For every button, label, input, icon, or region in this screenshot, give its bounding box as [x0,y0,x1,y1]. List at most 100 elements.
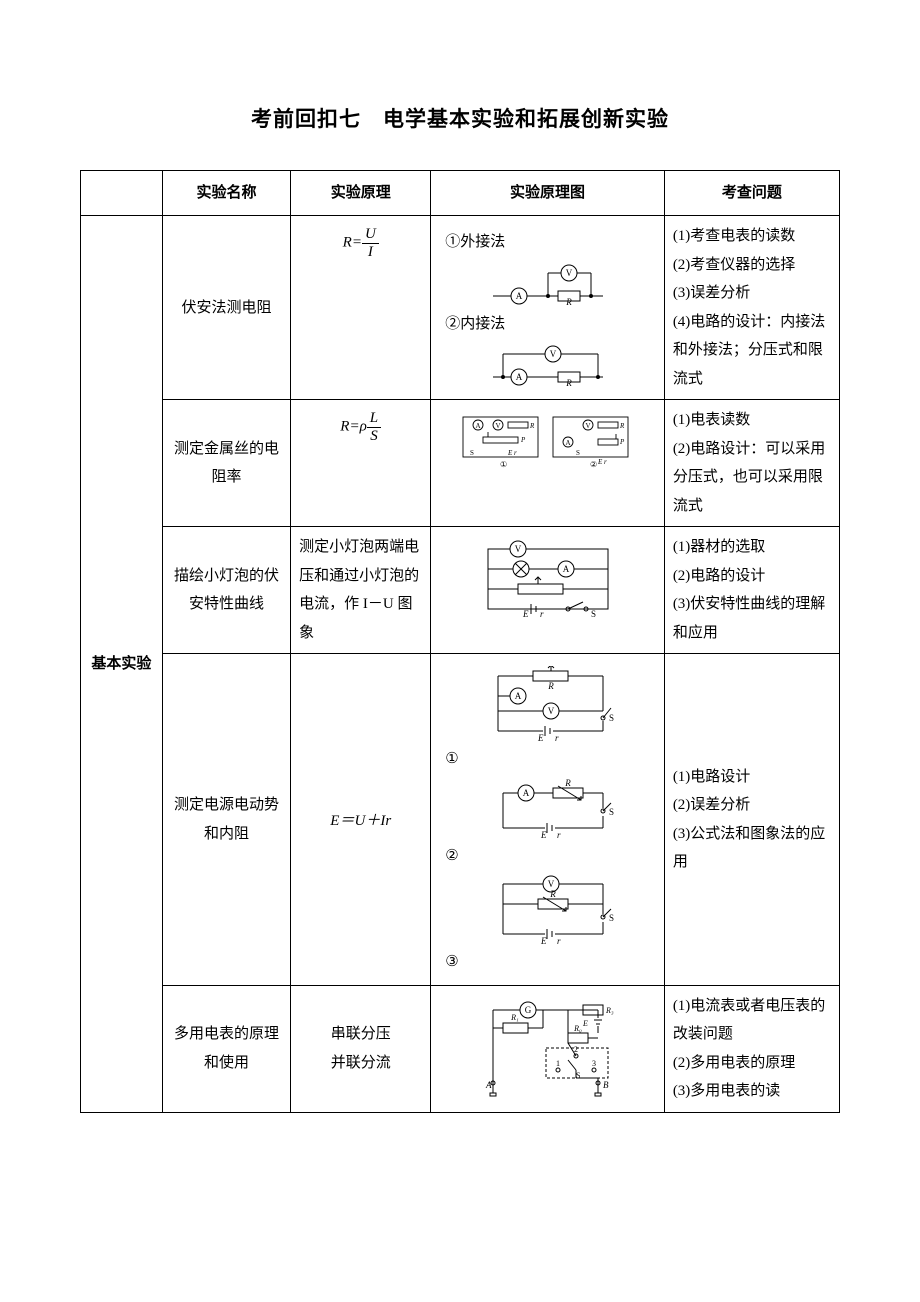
svg-text:A: A [485,1080,492,1090]
issue-item: (3)伏安特性曲线的理解和应用 [673,590,831,647]
svg-text:1: 1 [556,1059,560,1068]
svg-text:A: A [522,788,529,798]
svg-text:E: E [540,830,547,838]
svg-text:E: E [540,936,547,944]
table-row: 多用电表的原理和使用 串联分压 并联分流 G R₁ R₃ E [81,985,840,1112]
svg-text:R₁: R₁ [510,1013,519,1022]
issue-item: (1)器材的选取 [673,533,831,562]
diagram-num: ① [445,745,465,774]
svg-text:A: A [565,439,570,447]
svg-text:P: P [619,438,625,446]
exp-issues: (1)电表读数 (2)电路设计：可以采用分压式，也可以采用限流式 [664,400,839,527]
issue-item: (2)电路设计：可以采用分压式，也可以采用限流式 [673,435,831,521]
svg-text:R₃: R₃ [605,1006,614,1015]
emf-circuit-3-icon: V R S Er [473,874,623,944]
table-row: 描绘小灯泡的伏安特性曲线 测定小灯泡两端电压和通过小灯泡的电流，作 I－U 图象… [81,527,840,654]
svg-text:B: B [603,1080,609,1090]
svg-text:r: r [557,936,561,944]
svg-text:S: S [609,913,614,923]
exp-issues: (1)电流表或者电压表的改装问题 (2)多用电表的原理 (3)多用电表的读 [664,985,839,1112]
exp-principle: E＝U＋Ir [291,654,431,986]
svg-text:E: E [582,1019,588,1028]
exp-principle: 串联分压 并联分流 [291,985,431,1112]
svg-text:S: S [609,713,614,723]
svg-text:r: r [555,733,559,741]
resistivity-circuit-icon: A V R P S ① E r V R A P S ② E r [458,412,638,472]
group-label: 基本实验 [81,216,163,1113]
svg-text:①: ① [500,460,507,469]
exp-principle: R=ρLS [291,400,431,527]
svg-text:E: E [537,733,544,741]
svg-text:V: V [585,422,590,430]
issue-item: (4)电路的设计：内接法和外接法；分压式和限流式 [673,308,831,394]
exp-issues: (1)电路设计 (2)误差分析 (3)公式法和图象法的应用 [664,654,839,986]
exp-principle: 测定小灯泡两端电压和通过小灯泡的电流，作 I－U 图象 [291,527,431,654]
th-principle: 实验原理 [291,170,431,216]
experiments-table: 实验名称 实验原理 实验原理图 考查问题 基本实验 伏安法测电阻 R=UI ①外… [80,170,840,1113]
exp-name: 测定金属丝的电阻率 [162,400,290,527]
svg-text:A: A [562,564,569,574]
exp-diagram: V A E r S [431,527,665,654]
issue-item: (1)电表读数 [673,406,831,435]
svg-text:V: V [549,349,556,359]
exp-name: 测定电源电动势和内阻 [162,654,290,986]
table-header-row: 实验名称 实验原理 实验原理图 考查问题 [81,170,840,216]
exp-name: 描绘小灯泡的伏安特性曲线 [162,527,290,654]
svg-text:E r: E r [597,458,607,466]
svg-text:A: A [515,291,522,301]
diagram-num: ③ [445,948,465,977]
exp-diagram: R A V S Er ① A [431,654,665,986]
issue-item: (2)多用电表的原理 [673,1049,831,1078]
issue-item: (3)公式法和图象法的应用 [673,820,831,877]
svg-text:R: R [565,297,572,306]
exp-diagram: ①外接法 A V R ②内接法 [431,216,665,400]
svg-text:V: V [495,422,500,430]
issue-item: (3)多用电表的读 [673,1077,831,1106]
diagram-label: ②内接法 [435,310,660,339]
svg-text:E: E [522,609,529,619]
svg-text:S: S [576,449,580,457]
svg-text:A: A [514,691,521,701]
svg-text:G: G [524,1005,531,1015]
exp-principle: R=UI [291,216,431,400]
th-name: 实验名称 [162,170,290,216]
svg-text:R: R [619,422,625,430]
lamp-circuit-icon: V A E r S [473,539,623,619]
svg-text:S: S [470,449,474,457]
table-row: 测定金属丝的电阻率 R=ρLS A V R P S ① E r V R [81,400,840,527]
svg-text:V: V [547,879,554,889]
th-issues: 考查问题 [664,170,839,216]
svg-text:②: ② [590,460,597,469]
svg-text:R: R [564,778,571,788]
issue-item: (2)考查仪器的选择 [673,251,831,280]
exp-diagram: A V R P S ① E r V R A P S ② E r [431,400,665,527]
svg-text:R: R [547,681,554,691]
table-row: 测定电源电动势和内阻 E＝U＋Ir R A V S Er [81,654,840,986]
svg-text:P: P [520,436,526,444]
th-diagram: 实验原理图 [431,170,665,216]
emf-circuit-2-icon: A R S Er [473,778,623,838]
svg-text:3: 3 [592,1059,596,1068]
circuit-internal-icon: A R V [483,342,613,387]
issue-item: (1)电路设计 [673,763,831,792]
exp-name: 伏安法测电阻 [162,216,290,400]
svg-text:R: R [549,889,556,899]
exp-issues: (1)考查电表的读数 (2)考查仪器的选择 (3)误差分析 (4)电路的设计：内… [664,216,839,400]
svg-text:R₀: R₀ [573,1024,582,1033]
exp-issues: (1)器材的选取 (2)电路的设计 (3)伏安特性曲线的理解和应用 [664,527,839,654]
svg-text:S: S [576,1071,580,1080]
svg-text:A: A [515,372,522,382]
multimeter-circuit-icon: G R₁ R₃ E R₀ 1 [468,998,628,1098]
table-row: 基本实验 伏安法测电阻 R=UI ①外接法 A V R [81,216,840,400]
svg-text:V: V [514,544,521,554]
issue-item: (1)考查电表的读数 [673,222,831,251]
svg-text:2: 2 [574,1045,578,1054]
svg-text:S: S [609,807,614,817]
emf-circuit-1-icon: R A V S Er [473,666,623,741]
circuit-external-icon: A V R [483,261,613,306]
th-blank [81,170,163,216]
exp-name: 多用电表的原理和使用 [162,985,290,1112]
exp-diagram: G R₁ R₃ E R₀ 1 [431,985,665,1112]
svg-text:V: V [565,268,572,278]
svg-text:V: V [547,706,554,716]
